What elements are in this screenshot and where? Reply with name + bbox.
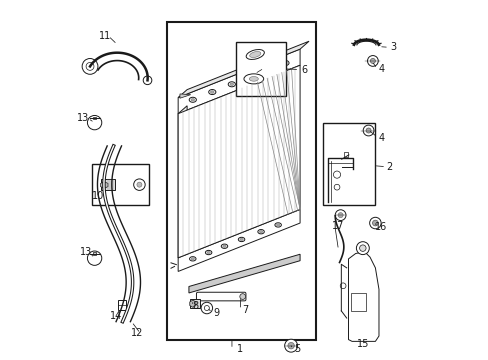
Polygon shape — [178, 65, 300, 258]
Polygon shape — [178, 106, 187, 258]
Text: 12: 12 — [130, 328, 143, 338]
Ellipse shape — [223, 245, 225, 247]
Circle shape — [86, 62, 94, 70]
Bar — [101, 179, 115, 190]
Bar — [235, 42, 285, 96]
Text: 2: 2 — [386, 162, 392, 172]
Text: 1: 1 — [237, 344, 243, 354]
Text: 17: 17 — [331, 221, 344, 231]
Ellipse shape — [274, 223, 281, 227]
Text: 13: 13 — [77, 113, 89, 123]
Bar — [93, 117, 96, 120]
Text: 3: 3 — [389, 42, 396, 52]
Text: 11: 11 — [98, 31, 111, 41]
Polygon shape — [348, 252, 378, 341]
Circle shape — [284, 339, 297, 352]
Ellipse shape — [238, 237, 244, 242]
Ellipse shape — [210, 91, 214, 93]
Text: 14: 14 — [110, 311, 122, 320]
Circle shape — [369, 217, 380, 229]
Bar — [118, 300, 126, 310]
Ellipse shape — [221, 244, 227, 248]
Bar — [322, 123, 374, 205]
Ellipse shape — [208, 90, 215, 95]
Circle shape — [369, 58, 375, 63]
Text: 4: 4 — [378, 133, 384, 143]
Text: 13: 13 — [80, 247, 92, 257]
Ellipse shape — [265, 67, 273, 72]
Ellipse shape — [247, 74, 254, 79]
Circle shape — [87, 251, 102, 265]
Bar — [93, 252, 96, 255]
Ellipse shape — [191, 99, 194, 101]
Polygon shape — [178, 41, 308, 98]
Ellipse shape — [244, 74, 263, 84]
Bar — [167, 22, 316, 339]
Text: 8: 8 — [192, 301, 198, 311]
Ellipse shape — [228, 82, 235, 87]
Circle shape — [204, 306, 209, 311]
Circle shape — [359, 245, 366, 251]
Circle shape — [333, 184, 339, 190]
Ellipse shape — [189, 97, 196, 102]
Circle shape — [333, 171, 340, 178]
Circle shape — [367, 55, 378, 66]
Polygon shape — [188, 254, 300, 293]
Text: 7: 7 — [242, 305, 248, 315]
Circle shape — [143, 76, 151, 85]
Circle shape — [287, 342, 294, 349]
Ellipse shape — [206, 251, 210, 253]
Circle shape — [356, 242, 368, 255]
Circle shape — [137, 182, 142, 187]
Ellipse shape — [245, 50, 264, 59]
Ellipse shape — [240, 238, 243, 240]
Circle shape — [335, 210, 346, 221]
Ellipse shape — [276, 224, 279, 226]
Ellipse shape — [267, 68, 271, 71]
Ellipse shape — [189, 257, 196, 261]
Circle shape — [201, 302, 212, 314]
Ellipse shape — [205, 250, 211, 255]
Circle shape — [133, 179, 145, 190]
Ellipse shape — [249, 75, 253, 78]
FancyBboxPatch shape — [196, 292, 245, 301]
Circle shape — [82, 59, 98, 74]
Circle shape — [372, 220, 378, 226]
Ellipse shape — [239, 294, 245, 300]
Text: 9: 9 — [213, 309, 219, 318]
Circle shape — [363, 125, 373, 136]
Polygon shape — [189, 300, 196, 307]
Circle shape — [340, 283, 346, 289]
Polygon shape — [178, 49, 300, 114]
Circle shape — [366, 128, 370, 133]
Ellipse shape — [229, 83, 233, 86]
Polygon shape — [180, 94, 190, 98]
Ellipse shape — [259, 231, 262, 233]
Ellipse shape — [249, 77, 258, 81]
Text: 6: 6 — [301, 64, 307, 75]
Bar — [92, 164, 149, 205]
Ellipse shape — [283, 62, 286, 64]
Polygon shape — [101, 182, 108, 188]
Circle shape — [87, 116, 102, 130]
Ellipse shape — [191, 258, 194, 260]
Text: 15: 15 — [357, 339, 369, 349]
Text: 4: 4 — [378, 64, 384, 74]
Text: 10: 10 — [92, 191, 104, 201]
Bar — [190, 300, 200, 308]
Ellipse shape — [281, 60, 288, 66]
Text: 16: 16 — [375, 222, 387, 232]
Ellipse shape — [257, 230, 264, 234]
Polygon shape — [178, 210, 300, 271]
Circle shape — [337, 213, 343, 218]
Text: 5: 5 — [294, 344, 300, 354]
Bar — [351, 293, 365, 311]
Ellipse shape — [249, 51, 260, 58]
